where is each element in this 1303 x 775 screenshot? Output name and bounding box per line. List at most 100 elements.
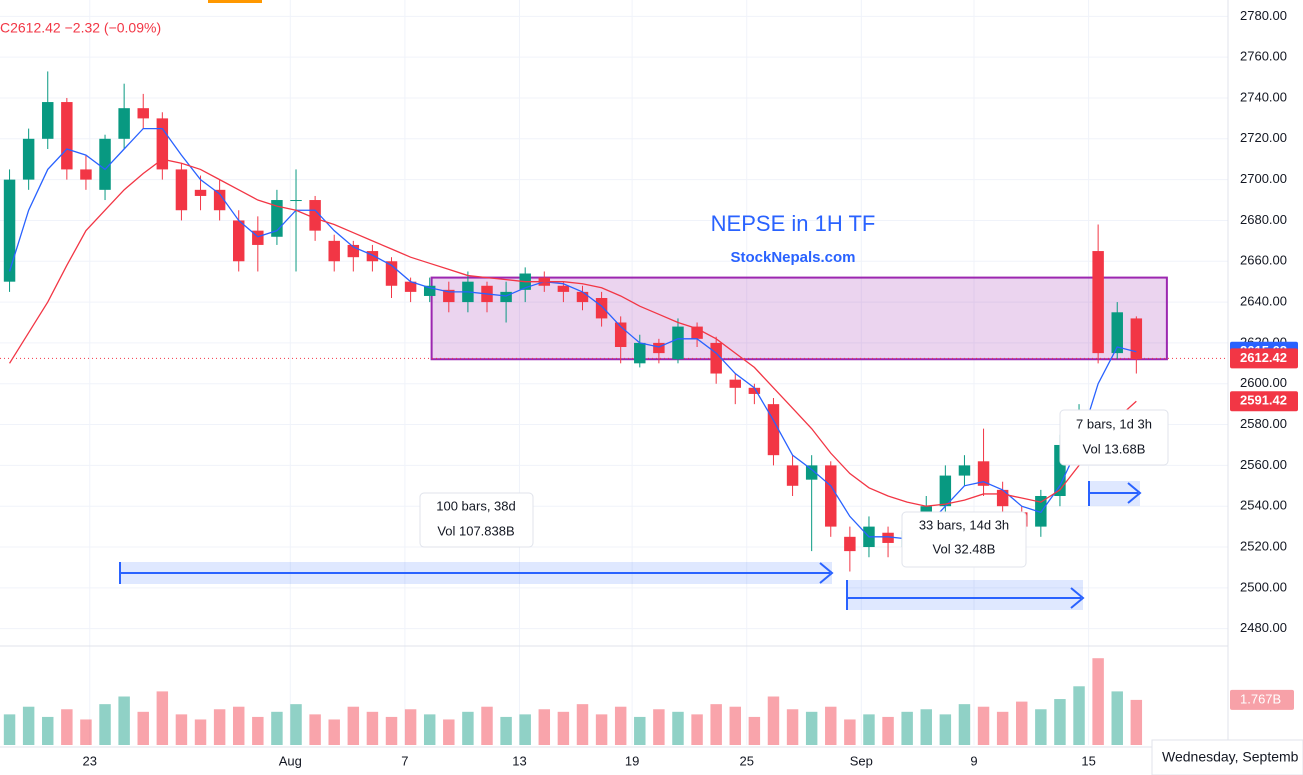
volume-bar [557, 711, 570, 745]
y-tick-label: 2540.00 [1240, 498, 1287, 513]
candle-body [61, 102, 73, 170]
candle-body [22, 138, 35, 180]
volume-bar [80, 719, 92, 745]
y-tick-label: 2600.00 [1240, 375, 1287, 390]
volume-bar [194, 719, 207, 745]
volume-bar [423, 714, 436, 745]
y-tick-label: 2580.00 [1240, 416, 1287, 431]
candle-body [443, 289, 455, 303]
candle-body [366, 251, 379, 262]
volume-bar [939, 714, 952, 745]
volume-bar [786, 709, 799, 745]
price-tag [1230, 348, 1298, 369]
volume-bar [500, 716, 512, 745]
chart-title: NEPSE in 1H TF [711, 211, 876, 236]
volume-bar [920, 709, 932, 745]
annotation: Vol 32.48B [933, 541, 996, 556]
volume-bar [958, 704, 971, 745]
y-tick-label: 2680.00 [1240, 212, 1287, 227]
y-tick-label: 2660.00 [1240, 253, 1287, 268]
candle-body [232, 220, 245, 262]
candle-body [825, 465, 837, 527]
candle-body [137, 108, 149, 119]
candle-body [1111, 312, 1123, 354]
candle-body [767, 404, 780, 456]
candle-body [213, 189, 226, 211]
candle-body [80, 169, 92, 180]
volume-bar [1073, 686, 1085, 745]
candle-body [99, 138, 111, 190]
candle-body [920, 506, 932, 517]
x-tick-label: 15 [1081, 753, 1095, 768]
volume-bar [347, 706, 360, 745]
x-tick-label: 13 [512, 753, 526, 768]
volume-bar [576, 704, 589, 745]
candle-body [194, 189, 207, 196]
info-box [419, 492, 534, 548]
volume-bar [404, 709, 417, 745]
annotation: 100 bars, 38d [436, 498, 516, 513]
candle-body [557, 285, 570, 292]
volume-bar [748, 716, 761, 745]
volume-bar [309, 714, 321, 745]
volume-bar [672, 711, 684, 745]
candle-body [42, 102, 54, 139]
grid [0, 0, 1229, 775]
volume-bar [863, 714, 875, 745]
volume-bar [844, 719, 856, 745]
volume-bar [462, 711, 474, 745]
candle-body [328, 240, 340, 262]
x-tick-label: Sep [850, 753, 873, 768]
volume-tag [1230, 689, 1294, 710]
volume-bar [443, 719, 455, 745]
volume-bar [1130, 699, 1143, 745]
arrow-head [1127, 482, 1142, 504]
candle-body [805, 465, 818, 480]
annotation: 7 bars, 1d 3h [1076, 416, 1152, 431]
candle-body [118, 108, 130, 139]
candle-body [290, 200, 302, 202]
volume-bar [1054, 699, 1066, 745]
x-tick-label: Aug [279, 753, 302, 768]
candle-body [576, 291, 589, 303]
x-tick-label: 9 [970, 753, 977, 768]
y-tick-label: 2480.00 [1240, 620, 1287, 635]
volume-bar [538, 709, 551, 745]
candle-body [996, 489, 1009, 507]
arrow-head [819, 562, 834, 584]
volume-bar [42, 716, 54, 745]
candle-body [939, 475, 952, 507]
candle-body [252, 230, 264, 245]
candle-body [882, 532, 894, 543]
legend-text: C2612.42 −2.32 (−0.09%) [0, 20, 161, 36]
x-tick-label: 7 [401, 753, 408, 768]
annotation: Vol 107.838B [437, 523, 514, 538]
volume-bar [385, 716, 398, 745]
y-tick-label: 2760.00 [1240, 49, 1287, 64]
volume-bar [1092, 658, 1104, 745]
candle-body [614, 322, 627, 347]
candle-body [691, 326, 703, 339]
candle-body [977, 461, 990, 486]
candle-body [748, 387, 761, 394]
volume-bar [61, 709, 73, 745]
volume-bar [519, 714, 531, 745]
volume-tag-label: 1.767B [1240, 691, 1281, 706]
info-box [1059, 409, 1169, 466]
volume-bar [1035, 709, 1047, 745]
volume-bar [653, 709, 665, 745]
y-tick-label: 2640.00 [1240, 294, 1287, 309]
volume-bar [595, 714, 608, 745]
volume-bar [271, 711, 283, 745]
annotation: Vol 13.68B [1083, 441, 1146, 456]
price-tag [1230, 391, 1298, 412]
candle-body [958, 465, 971, 476]
x-tick-label: 19 [625, 753, 639, 768]
x-tick-label: 25 [739, 753, 753, 768]
volume-bar [805, 711, 818, 745]
candle-body [309, 200, 321, 231]
volume-bar [977, 706, 990, 745]
volume-bar [22, 706, 35, 745]
